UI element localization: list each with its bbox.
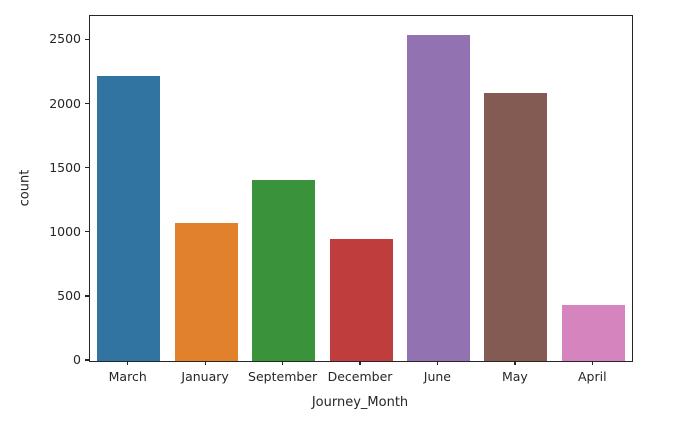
x-tick-label-june: June (423, 369, 452, 384)
y-tick-mark (85, 38, 89, 41)
y-tick-mark (85, 231, 89, 233)
x-tick-mark (282, 361, 284, 365)
y-tick-mark (85, 359, 89, 361)
bar-march (97, 76, 161, 361)
x-tick-label-may: May (501, 369, 528, 384)
x-tick-label-september: September (248, 369, 318, 384)
y-axis-label: count (17, 169, 33, 207)
y-tick-label: 2500 (49, 31, 81, 47)
bar-december (329, 238, 393, 361)
x-tick-label-march: March (108, 369, 147, 384)
x-tick-mark (204, 361, 206, 365)
x-tick-mark (436, 361, 439, 365)
bar-june (406, 34, 470, 361)
x-tick-mark (514, 361, 516, 365)
x-tick-mark (127, 361, 129, 365)
y-tick-label: 1500 (49, 159, 81, 175)
x-tick-label-april: April (578, 369, 607, 384)
y-tick-label: 2000 (49, 95, 81, 111)
bar-september (252, 180, 316, 361)
y-tick-label: 1000 (49, 223, 81, 239)
bar-january (174, 223, 238, 361)
x-tick-mark (591, 361, 593, 365)
y-tick-mark (85, 167, 89, 169)
x-axis-label: Journey_Month (311, 395, 409, 410)
y-tick-label: 500 (57, 287, 81, 303)
y-tick-mark (85, 102, 89, 105)
bar-april (561, 305, 625, 361)
bar-may (484, 93, 548, 361)
x-tick-label-december: December (327, 369, 393, 384)
y-tick-mark (85, 295, 89, 297)
y-tick-label: 0 (73, 352, 81, 367)
x-tick-mark (359, 361, 361, 365)
x-tick-label-january: January (181, 369, 229, 384)
plot-area (89, 15, 633, 362)
